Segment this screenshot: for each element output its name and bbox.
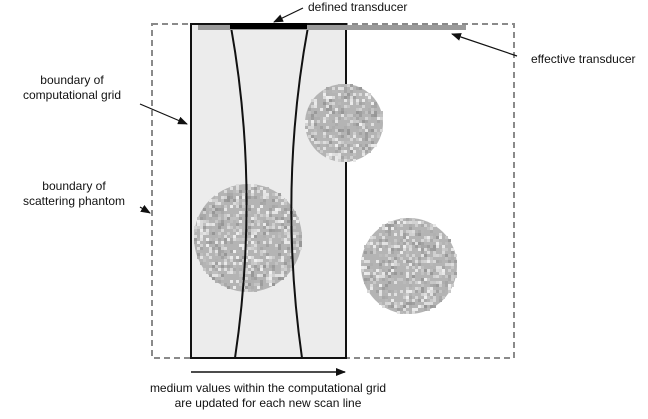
scatterer-3 [361,218,457,314]
phantom-boundary-arrow [139,204,151,214]
defined-transducer-label: defined transducer [308,0,408,14]
phantom-boundary-label: boundary of scattering phantom [12,179,136,209]
grid-boundary-label-line2: computational grid [22,88,122,102]
grid-boundary-label-line1: boundary of [40,73,104,87]
scatterer-1 [305,84,383,162]
beam-right-edge [290,26,309,359]
scatterer-2 [194,184,302,292]
scan-caption-line1: medium values within the computational g… [149,381,387,395]
grid-boundary-arrow [139,103,188,125]
phantom-boundary-label-line1: boundary of [42,179,106,193]
grid-boundary-label: boundary of computational grid [10,73,134,103]
phantom-boundary-label-line2: scattering phantom [22,194,126,208]
defined-transducer-arrow [273,7,304,23]
effective-transducer-label: effective transducer [531,52,636,66]
defined-transducer-bar [230,23,307,29]
beam-left-edge [230,26,248,359]
scan-caption: medium values within the computational g… [118,381,418,411]
effective-transducer-arrow [451,33,518,57]
scatterer-group [194,84,457,314]
scan-caption-line2: are updated for each new scan line [174,396,362,410]
effective-transducer-bar [198,25,466,30]
